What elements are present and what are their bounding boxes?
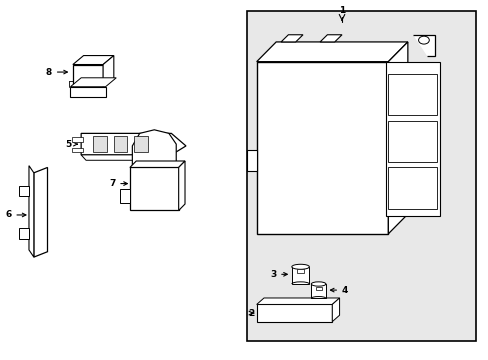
Bar: [73, 64, 103, 87]
Polygon shape: [320, 35, 341, 42]
Text: 7: 7: [109, 179, 127, 188]
Bar: [385, 62, 439, 216]
Ellipse shape: [311, 282, 325, 286]
Polygon shape: [256, 298, 339, 305]
Polygon shape: [130, 161, 184, 167]
Bar: [93, 136, 107, 152]
Polygon shape: [103, 55, 114, 87]
Polygon shape: [412, 35, 434, 56]
Polygon shape: [120, 189, 130, 203]
Polygon shape: [73, 55, 114, 64]
Bar: [114, 136, 127, 152]
Bar: [291, 267, 309, 284]
Bar: [296, 269, 304, 273]
Polygon shape: [256, 42, 407, 62]
Polygon shape: [34, 167, 47, 257]
Polygon shape: [81, 155, 176, 160]
Polygon shape: [281, 35, 303, 42]
Bar: [387, 74, 436, 116]
Polygon shape: [246, 149, 256, 171]
Polygon shape: [70, 87, 105, 97]
Ellipse shape: [291, 264, 309, 269]
Text: 3: 3: [269, 270, 287, 279]
Polygon shape: [132, 130, 176, 167]
Text: 2: 2: [247, 309, 254, 318]
Text: 5: 5: [65, 140, 77, 149]
Bar: [387, 121, 436, 162]
Polygon shape: [331, 298, 339, 321]
Polygon shape: [387, 42, 407, 234]
Polygon shape: [178, 161, 184, 211]
Bar: [246, 12, 475, 341]
Polygon shape: [130, 167, 178, 211]
Bar: [311, 284, 325, 298]
Bar: [72, 137, 83, 141]
Ellipse shape: [418, 36, 428, 44]
Polygon shape: [19, 228, 29, 239]
Polygon shape: [81, 134, 185, 155]
Bar: [387, 167, 436, 209]
Polygon shape: [29, 166, 34, 257]
Bar: [256, 62, 387, 234]
Bar: [315, 287, 321, 290]
Text: 6: 6: [5, 211, 26, 220]
Bar: [134, 136, 148, 152]
Polygon shape: [70, 78, 116, 87]
Bar: [72, 148, 83, 152]
Polygon shape: [256, 305, 331, 321]
Text: 8: 8: [45, 68, 67, 77]
Text: 1: 1: [338, 6, 345, 15]
Text: 4: 4: [330, 285, 347, 294]
Polygon shape: [19, 186, 29, 197]
